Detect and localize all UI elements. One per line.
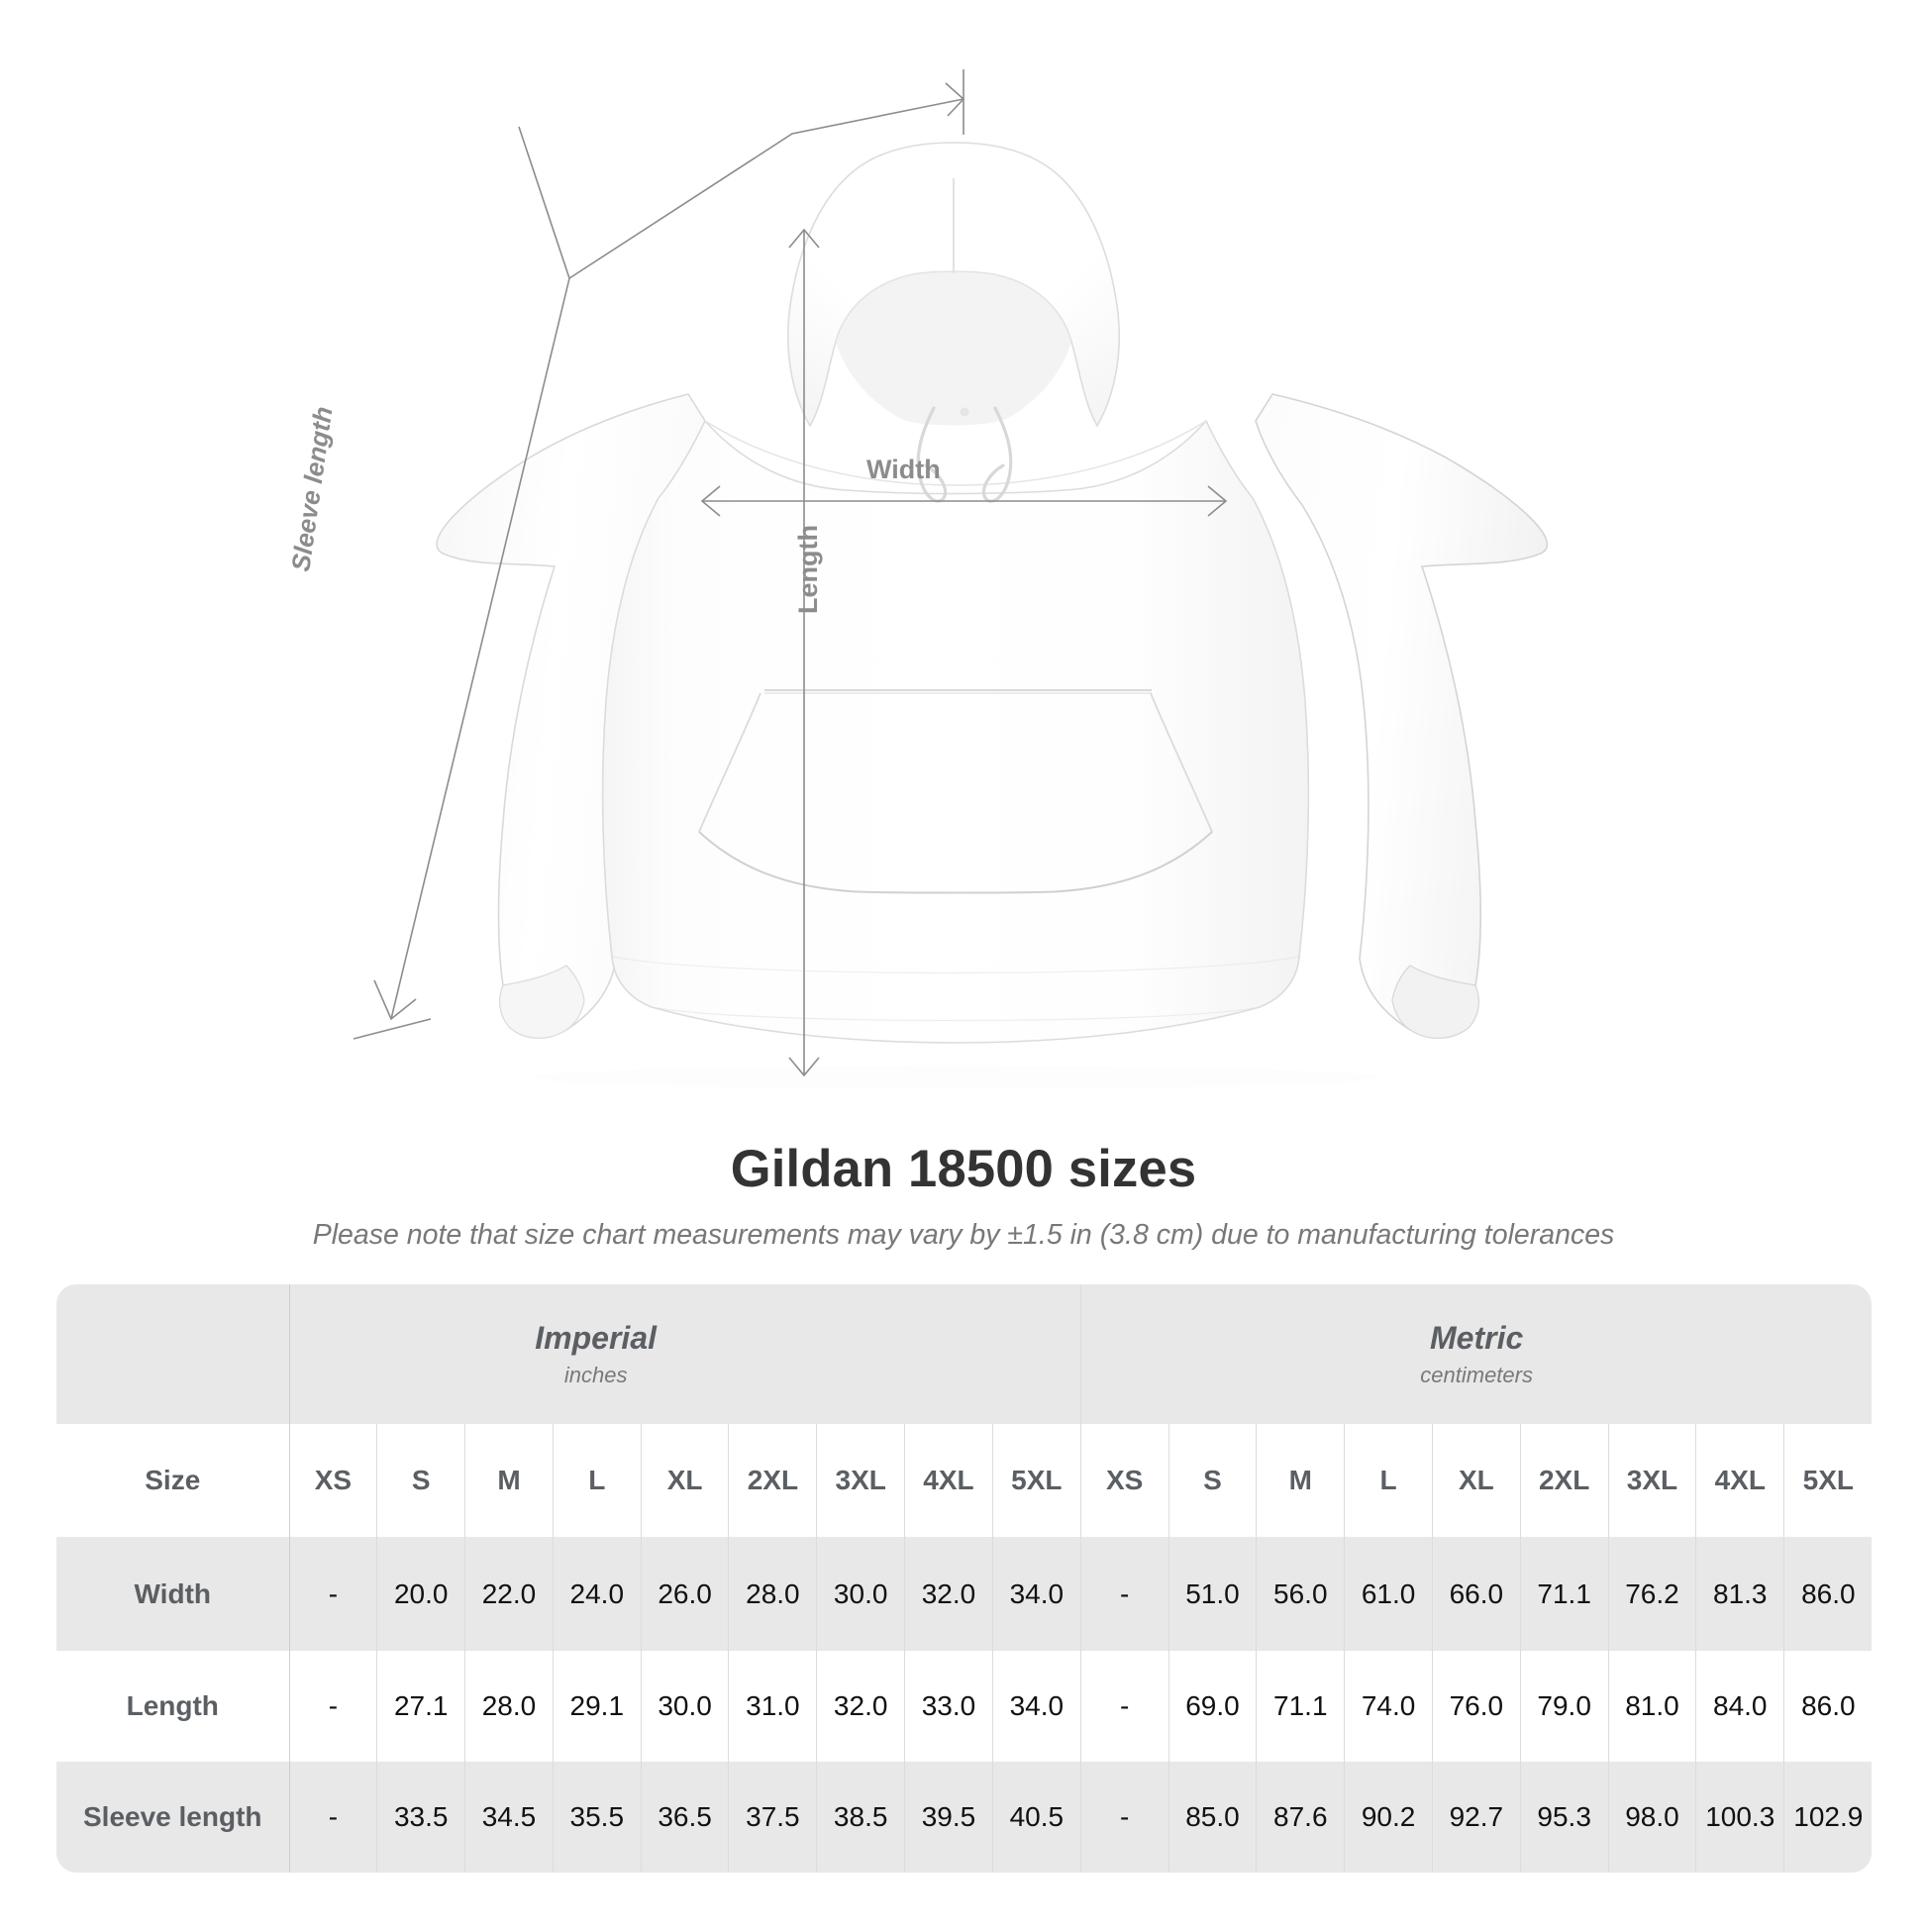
svg-text:Length: Length bbox=[793, 525, 823, 614]
svg-text:Width: Width bbox=[866, 455, 941, 484]
svg-text:Sleeve length: Sleeve length bbox=[285, 405, 338, 573]
